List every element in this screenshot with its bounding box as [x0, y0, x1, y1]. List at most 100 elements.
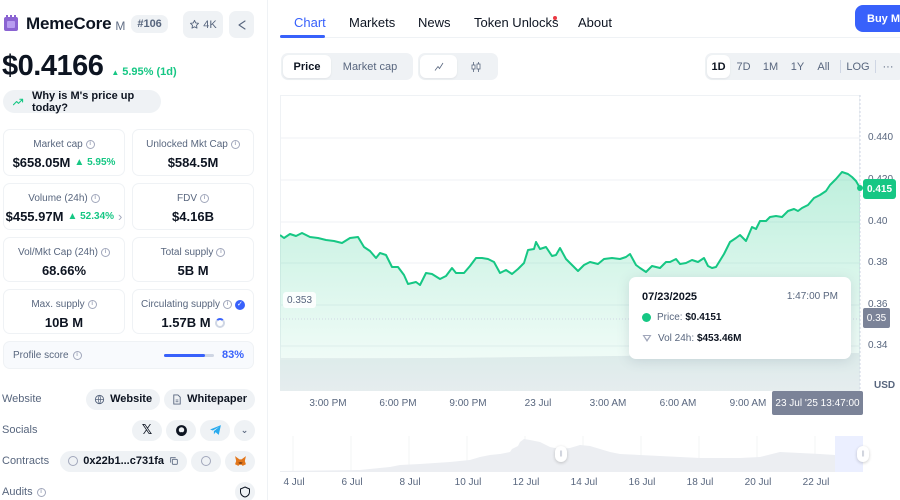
info-icon[interactable]: i [87, 300, 97, 309]
website-button[interactable]: Website [86, 388, 161, 410]
info-icon[interactable]: i [90, 194, 100, 203]
y-tick: 0.34 [868, 340, 888, 351]
info-icon[interactable]: i [216, 248, 226, 257]
y-tick: 0.38 [868, 257, 888, 268]
info-icon[interactable]: i [222, 300, 232, 309]
stat-value: 1.57B M [161, 315, 211, 330]
range-1y[interactable]: 1Y [790, 60, 805, 73]
tab-markets[interactable]: Markets [349, 15, 396, 30]
tooltip-date: 07/23/2025 [642, 291, 698, 303]
nav-tick: 18 Jul [686, 477, 714, 488]
stat-total-supply: Total supply i 5B M [132, 237, 254, 282]
why-price-up-button[interactable]: Why is M's price up today? [3, 90, 161, 114]
nav-tick: 4 Jul [283, 477, 305, 488]
stat-label: Market cap [33, 139, 83, 150]
info-icon[interactable]: i [230, 140, 240, 149]
navigator-right-handle[interactable]: || [857, 446, 869, 462]
range-navigator[interactable] [280, 436, 865, 472]
contracts-label: Contracts [2, 455, 50, 467]
tab-about[interactable]: About [578, 15, 612, 30]
log-scale-toggle[interactable]: LOG [846, 60, 870, 73]
telegram-icon [209, 425, 221, 435]
coin-header: MemeCore M #106 [4, 10, 168, 38]
stat-vol-mkt-cap: Vol/Mkt Cap (24h) i 68.66% [3, 237, 125, 282]
nav-tick: 14 Jul [570, 477, 598, 488]
stat-label: Vol/Mkt Cap (24h) [17, 247, 99, 258]
more-options-button[interactable]: ··· [882, 60, 894, 73]
socials-label: Socials [2, 424, 38, 436]
market-cap-option[interactable]: Market cap [342, 60, 398, 73]
y-tick: 0.440 [868, 132, 894, 143]
x-tick: 6:00 AM [659, 398, 697, 409]
explorer-button[interactable] [191, 450, 221, 472]
audits-label: Audits [2, 486, 33, 498]
info-icon[interactable]: i [101, 248, 111, 257]
x-tick: 3:00 PM [309, 398, 347, 409]
tooltip-price-row: Price: $0.4151 [642, 312, 722, 323]
watchlist-count: 4K [203, 18, 217, 31]
stat-label: Unlocked Mkt Cap [146, 139, 228, 150]
crosshair-price-tag: 0.35 [863, 308, 890, 328]
current-price-tag: 0.415 [863, 179, 896, 199]
chart-style-toggle [418, 53, 498, 80]
stat-max-supply: Max. supply i 10B M [3, 289, 125, 334]
more-socials-button[interactable]: ⌄ [234, 419, 255, 441]
info-icon[interactable]: i [85, 140, 95, 149]
buy-button[interactable]: Buy M [855, 5, 900, 32]
coin-name: MemeCore [26, 14, 112, 33]
stat-change: ▲ 5.95% [74, 157, 116, 168]
contract-address-button[interactable]: 0x22b1...c731fa [60, 450, 187, 472]
share-icon [237, 19, 246, 30]
tab-bar: Chart Markets News Token Unlocks About [280, 0, 900, 38]
range-7d[interactable]: 7D [736, 60, 751, 73]
tab-token-unlocks[interactable]: Token Unlocks [474, 15, 559, 30]
contracts-row: Contracts 0x22b1...c731fa [2, 450, 255, 472]
nav-tick: 20 Jul [744, 477, 772, 488]
x-tick: 9:00 PM [449, 398, 487, 409]
stat-fdv[interactable]: FDV i $4.16B [132, 183, 254, 230]
info-icon[interactable]: i [36, 487, 46, 497]
stat-label: Max. supply [31, 299, 85, 310]
profile-score-bar [163, 353, 214, 357]
watchlist-button[interactable]: 4K [183, 11, 223, 38]
divider [840, 60, 841, 73]
tooltip-time: 1:47:00 PM [786, 291, 838, 302]
document-icon [173, 393, 181, 405]
stat-market-cap[interactable]: Market cap i $658.05M ▲ 5.95% [3, 129, 125, 176]
navigator-left-handle[interactable]: || [555, 446, 567, 462]
candlestick-option[interactable] [457, 55, 494, 78]
x-tick: 9:00 AM [729, 398, 767, 409]
y-tick: 0.36 [868, 299, 888, 310]
whitepaper-button[interactable]: Whitepaper [164, 388, 255, 410]
x-twitter-button[interactable]: 𝕏 [132, 419, 162, 441]
stat-volume-24h[interactable]: Volume (24h) i $455.97M ▲ 52.34% › [3, 183, 125, 230]
range-1d[interactable]: 1D [707, 55, 730, 78]
tooltip-volume-row: Vol 24h: $453.46M [642, 333, 741, 344]
active-tab-indicator [280, 35, 325, 38]
github-button[interactable] [166, 419, 196, 441]
info-icon[interactable]: i [200, 194, 209, 203]
range-1m[interactable]: 1M [762, 60, 779, 73]
stat-value: $658.05M [12, 155, 71, 170]
tab-news[interactable]: News [418, 15, 451, 30]
telegram-button[interactable] [200, 419, 230, 441]
price-option[interactable]: Price [283, 55, 331, 78]
x-logo-icon: 𝕏 [141, 422, 153, 437]
metamask-button[interactable] [225, 450, 255, 472]
nav-tick: 10 Jul [454, 477, 482, 488]
stat-unlocked-mkt-cap[interactable]: Unlocked Mkt Cap i $584.5M [132, 129, 254, 176]
profile-score[interactable]: Profile score i 83% [3, 341, 254, 369]
star-icon [190, 19, 200, 29]
copy-icon[interactable] [169, 456, 179, 466]
range-all[interactable]: All [817, 60, 830, 73]
tooltip-volume: $453.46M [696, 333, 742, 344]
line-chart-option[interactable] [420, 55, 457, 78]
info-icon[interactable]: i [72, 350, 82, 360]
website-label: Website [2, 393, 42, 405]
share-button[interactable] [229, 11, 254, 38]
tab-chart[interactable]: Chart [294, 15, 326, 30]
chevron-right-icon: › [118, 209, 123, 224]
coin-sidebar: MemeCore M #106 4K $0.4166 ▲ 5.95% (1d) W… [0, 0, 268, 500]
audit-shield-button[interactable] [235, 482, 255, 500]
stat-value: $455.97M [5, 209, 64, 224]
